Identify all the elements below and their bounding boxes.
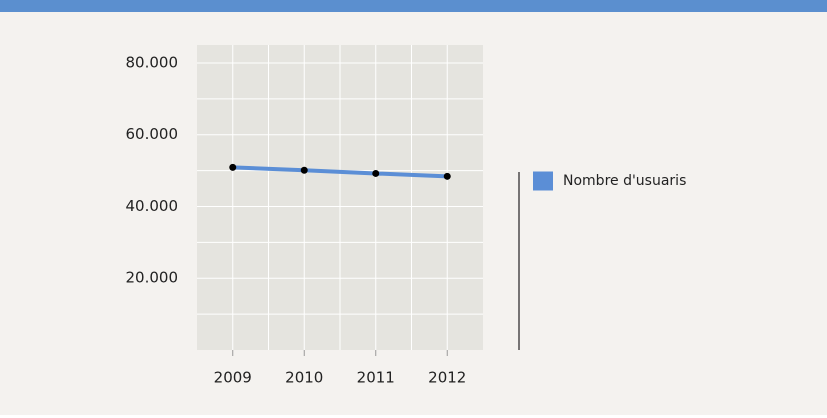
x-tick-label: 2010 [285,369,323,387]
legend-swatch [533,171,553,191]
x-tick-label: 2009 [214,369,252,387]
line [232,165,448,179]
x-tick-label: 2012 [428,369,466,387]
y-tick-label: 80.000 [126,53,179,71]
point [300,166,308,174]
y-tick-label: 40.000 [126,197,179,215]
y-tick-label: 60.000 [126,125,179,143]
point [372,169,380,177]
x-tick-label: 2011 [357,369,395,387]
legend-label: Nombre d'usuaris [563,173,686,189]
top-bar [0,0,827,12]
y-tick-label: 20.000 [126,269,179,287]
point [229,163,237,171]
point [443,172,451,180]
